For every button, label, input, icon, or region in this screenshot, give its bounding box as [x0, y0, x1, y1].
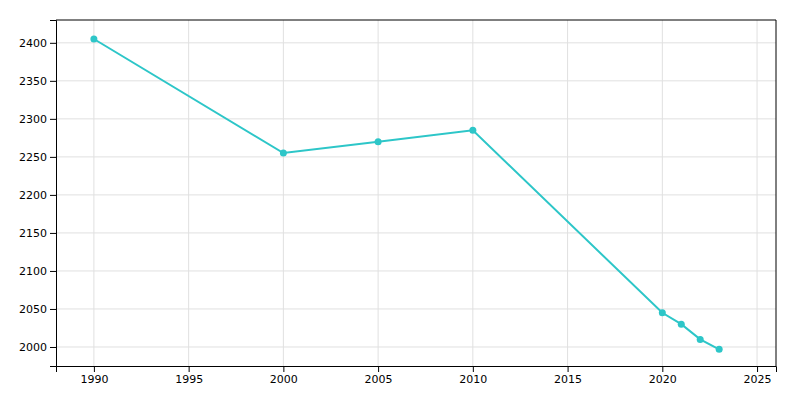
grid-line-y — [56, 232, 776, 233]
y-tick-label: 2400 — [19, 37, 47, 50]
line — [94, 39, 719, 349]
y-tick-label: 2150 — [19, 227, 47, 240]
grid-line-x — [188, 20, 189, 366]
point — [678, 321, 685, 328]
x-tick: 2000 — [270, 366, 298, 386]
y-tick-mark — [50, 81, 56, 82]
y-tick-mark — [50, 271, 56, 272]
x-tick-label: 2025 — [744, 373, 772, 386]
x-tick-mark — [568, 366, 569, 372]
grid-line-x — [93, 20, 94, 366]
y-tick-mark — [50, 43, 56, 44]
grid-line-y — [56, 156, 776, 157]
x-tick: 2010 — [459, 366, 487, 386]
y-tick-mark — [50, 195, 56, 196]
x-tick-mark — [378, 366, 379, 372]
y-tick-label: 2000 — [19, 341, 47, 354]
y-tick-mark — [50, 119, 56, 120]
x-tick-label: 2000 — [270, 373, 298, 386]
grid-line-x — [378, 20, 379, 366]
x-tick-label: 2020 — [649, 373, 677, 386]
point — [716, 346, 723, 353]
x-tick: 2020 — [649, 366, 677, 386]
y-tick-label: 2250 — [19, 151, 47, 164]
point — [375, 138, 382, 145]
y-tick-label: 2100 — [19, 265, 47, 278]
x-tick-label: 1990 — [80, 373, 108, 386]
x-tick-label: 2015 — [554, 373, 582, 386]
x-tick: 2025 — [744, 366, 772, 386]
grid-line-y — [56, 308, 776, 309]
y-tick: 2300 — [19, 113, 56, 126]
point — [659, 309, 666, 316]
y-axis: 2000 2050 2100 2150 2200 2250 2300 2350 2400 — [19, 21, 57, 367]
y-tick: 2000 — [19, 341, 56, 354]
y-tick: 2350 — [19, 75, 56, 88]
y-tick: 2050 — [19, 303, 56, 316]
point — [90, 36, 97, 43]
grid-line-x — [472, 20, 473, 366]
x-tick-mark — [283, 366, 284, 372]
y-tick-label: 2300 — [19, 113, 47, 126]
x-tick-label: 2010 — [459, 373, 487, 386]
grid-line-x — [757, 20, 758, 366]
x-tick-label: 2005 — [365, 373, 393, 386]
y-tick: 2150 — [19, 227, 56, 240]
plot-area: 1990 1995 2000 2005 2010 2015 2020 2025 2000 2050… — [19, 20, 777, 386]
x-axis: 1990 1995 2000 2005 2010 2015 2020 2025 — [57, 366, 777, 386]
y-tick-label: 2350 — [19, 75, 47, 88]
x-tick-mark — [757, 366, 758, 372]
y-tick-mark — [50, 233, 56, 234]
y-tick-mark — [50, 157, 56, 158]
grid — [56, 20, 776, 366]
frame-top — [56, 20, 776, 21]
grid-line-y — [56, 42, 776, 43]
y-tick-mark — [50, 309, 56, 310]
y-axis-line — [50, 21, 57, 367]
point — [280, 150, 287, 157]
y-tick: 2250 — [19, 151, 56, 164]
x-tick: 2005 — [365, 366, 393, 386]
x-tick-mark — [189, 366, 190, 372]
grid-line-y — [56, 270, 776, 271]
x-tick: 1995 — [175, 366, 203, 386]
x-tick: 1990 — [80, 366, 108, 386]
grid-line-y — [56, 118, 776, 119]
x-tick-mark — [94, 366, 95, 372]
point — [697, 336, 704, 343]
x-axis-line — [57, 367, 777, 373]
chart: 1990 1995 2000 2005 2010 2015 2020 2025 2000 2050… — [0, 0, 800, 400]
point — [469, 127, 476, 134]
marks — [90, 36, 722, 353]
grid-line-y — [56, 194, 776, 195]
y-tick-label: 2050 — [19, 303, 47, 316]
x-tick-mark — [473, 366, 474, 372]
grid-line-y — [56, 346, 776, 347]
y-tick-label: 2200 — [19, 189, 47, 202]
y-tick: 2200 — [19, 189, 56, 202]
frame-right — [776, 20, 777, 366]
grid-line-x — [283, 20, 284, 366]
x-tick-mark — [662, 366, 663, 372]
y-tick-mark — [50, 347, 56, 348]
x-tick-label: 1995 — [175, 373, 203, 386]
x-tick: 2015 — [554, 366, 582, 386]
y-tick: 2100 — [19, 265, 56, 278]
y-tick: 2400 — [19, 37, 56, 50]
grid-line-x — [567, 20, 568, 366]
